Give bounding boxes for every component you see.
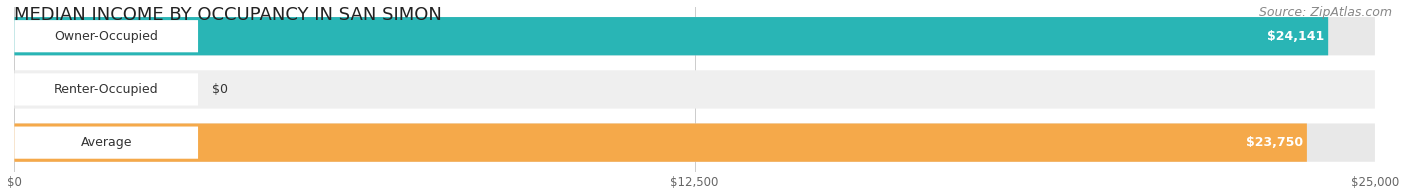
Text: Renter-Occupied: Renter-Occupied [53,83,159,96]
Text: $23,750: $23,750 [1246,136,1303,149]
FancyBboxPatch shape [14,123,1375,162]
FancyBboxPatch shape [14,73,198,105]
Text: Average: Average [80,136,132,149]
FancyBboxPatch shape [14,17,1329,55]
Text: Owner-Occupied: Owner-Occupied [55,30,157,43]
FancyBboxPatch shape [14,17,1375,55]
Text: $24,141: $24,141 [1267,30,1324,43]
Text: Source: ZipAtlas.com: Source: ZipAtlas.com [1258,6,1392,19]
Text: MEDIAN INCOME BY OCCUPANCY IN SAN SIMON: MEDIAN INCOME BY OCCUPANCY IN SAN SIMON [14,6,443,24]
FancyBboxPatch shape [14,127,198,159]
FancyBboxPatch shape [14,70,1375,109]
Text: $0: $0 [212,83,228,96]
FancyBboxPatch shape [14,20,198,52]
FancyBboxPatch shape [14,123,1308,162]
